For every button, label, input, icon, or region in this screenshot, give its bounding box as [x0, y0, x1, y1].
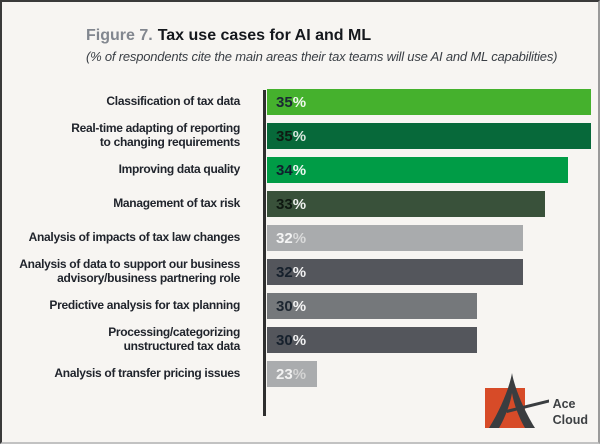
bar-row: Management of tax risk 33%: [2, 191, 598, 218]
bar-value-number: 23: [276, 365, 293, 383]
y-axis-line: [263, 90, 266, 416]
bar-label: Processing/categorizing unstructured tax…: [108, 325, 240, 354]
logo-text: Ace Cloud: [553, 396, 588, 431]
bar-row: Analysis of impacts of tax law changes 3…: [2, 225, 598, 252]
bar-label: Real-time adapting of reporting to chang…: [71, 121, 240, 150]
bar-label: Management of tax risk: [113, 196, 240, 211]
bar: 30%: [267, 293, 477, 320]
bar-row: Improving data quality 34%: [2, 157, 598, 184]
bar-chart: Classification of tax data 35% Real-time…: [2, 89, 598, 388]
logo-text-line2: Cloud: [552, 412, 588, 427]
chart-title: Tax use cases for AI and ML: [157, 27, 372, 44]
page-title: Figure 7. Tax use cases for AI and ML: [86, 26, 580, 46]
bar-track: 32%: [252, 225, 598, 252]
bar-value-unit: %: [292, 331, 307, 349]
bar-track: 32%: [252, 259, 598, 286]
logo-text-line1: Ace: [552, 396, 576, 411]
bar-value-unit: %: [292, 93, 307, 111]
bar-value-unit: %: [292, 297, 307, 315]
bar: 23%: [267, 361, 318, 388]
bar-track: 34%: [252, 157, 598, 184]
bar-value-number: 30: [276, 331, 293, 349]
ace-cloud-logo-icon: [484, 373, 549, 428]
bar-label: Analysis of transfer pricing issues: [54, 366, 240, 381]
bar-track: 30%: [252, 293, 598, 320]
bar-value-number: 33: [276, 195, 293, 213]
bar-value-unit: %: [292, 195, 307, 213]
bar-row: Analysis of data to support our business…: [2, 257, 598, 286]
bar-label: Analysis of data to support our business…: [19, 257, 240, 286]
bar-value-number: 35: [276, 93, 293, 111]
bar-track: 30%: [252, 327, 598, 354]
bar-value-unit: %: [292, 263, 307, 281]
bar-track: 33%: [252, 191, 598, 218]
bar: 35%: [267, 89, 592, 116]
chart-subtitle: (% of respondents cite the main areas th…: [86, 49, 558, 64]
logo-a-mark: [488, 373, 535, 428]
bar-row: Classification of tax data 35%: [2, 89, 598, 116]
bar-value-number: 35: [276, 127, 293, 145]
bar: 35%: [267, 123, 592, 150]
bar-value-number: 34: [276, 161, 293, 179]
bar: 32%: [267, 225, 523, 252]
bar-label: Predictive analysis for tax planning: [49, 298, 240, 313]
bar: 34%: [267, 157, 569, 184]
ace-cloud-logo: Ace Cloud: [484, 372, 588, 431]
bar-label: Analysis of impacts of tax law changes: [28, 230, 241, 245]
bar-row: Processing/categorizing unstructured tax…: [2, 325, 598, 354]
chart-header: Figure 7. Tax use cases for AI and ML (% …: [2, 2, 598, 65]
bar: 32%: [267, 259, 523, 286]
bar-value-unit: %: [292, 127, 307, 145]
bar-row: Real-time adapting of reporting to chang…: [2, 121, 598, 150]
figure-label: Figure 7.: [86, 27, 153, 44]
bar-value-unit: %: [292, 229, 307, 247]
logo-a-crossbar: [505, 399, 549, 413]
bar-track: 35%: [252, 123, 598, 150]
bar-value-number: 32: [276, 263, 293, 281]
bar-track: 35%: [252, 89, 598, 116]
bar-value-number: 32: [276, 229, 293, 247]
bar-label: Classification of tax data: [106, 94, 240, 109]
bar-value-unit: %: [292, 161, 307, 179]
bar-track: 23%: [252, 361, 598, 388]
bar-row: Analysis of transfer pricing issues 23%: [2, 361, 598, 388]
bar-row: Predictive analysis for tax planning 30%: [2, 293, 598, 320]
bar: 33%: [267, 191, 546, 218]
bar-value-number: 30: [276, 297, 293, 315]
bar-value-unit: %: [292, 365, 307, 383]
bar: 30%: [267, 327, 477, 354]
bar-label: Improving data quality: [118, 162, 241, 177]
